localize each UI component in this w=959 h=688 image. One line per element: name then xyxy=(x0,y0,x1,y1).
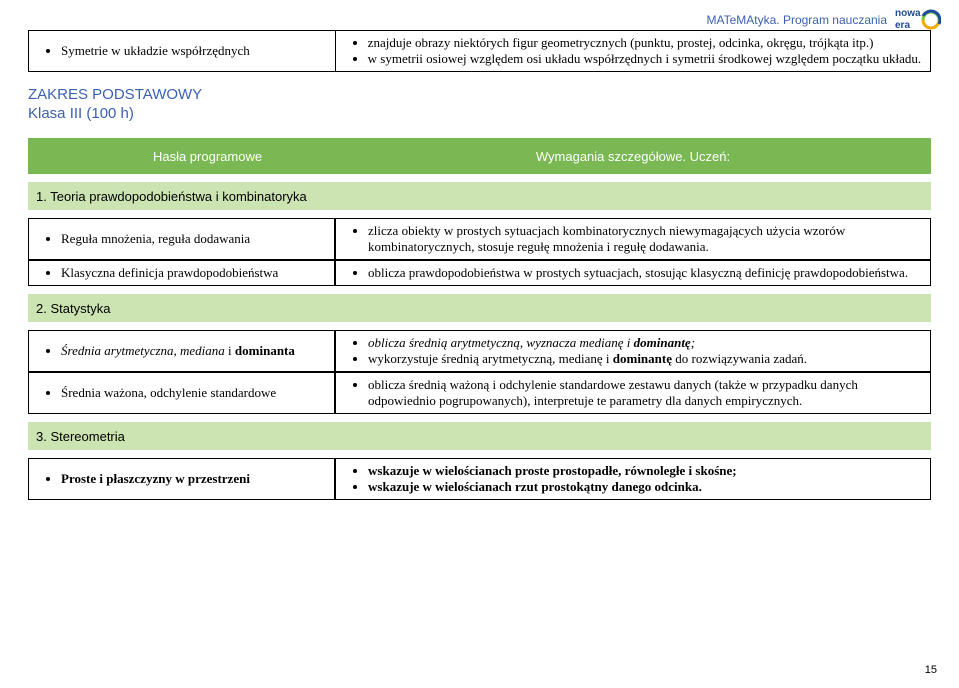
s1-row1-right: zlicza obiekty w prostych sytuacjach kom… xyxy=(335,218,931,260)
s3-row1-right: wskazuje w wielościanach proste prostopa… xyxy=(335,458,931,500)
intro-right-bullet-2: w symetrii osiowej względem osi układu w… xyxy=(368,51,922,67)
s1-row2-left: Klasyczna definicja prawdopodobieństwa xyxy=(28,260,335,286)
col-header-left: Hasła programowe xyxy=(28,138,335,174)
header-brand: MATeMAtyka. Program nauczania nowa era xyxy=(706,6,941,34)
s1-row1-right-bullet: zlicza obiekty w prostych sytuacjach kom… xyxy=(368,223,922,255)
logo-text-bottom: era xyxy=(895,20,910,31)
section-1-title: 1. Teoria prawdopodobieństwa i kombinato… xyxy=(28,182,931,210)
intro-left-bullet: Symetrie w układzie współrzędnych xyxy=(61,43,327,59)
header-row: Hasła programowe Wymagania szczegółowe. … xyxy=(28,138,931,174)
section-title: ZAKRES PODSTAWOWY xyxy=(28,86,931,103)
s2-row1-right-bullet-a: oblicza średnią arytmetyczną, wyznacza m… xyxy=(368,335,922,351)
intro-right-bullet-1: znajduje obrazy niektórych figur geometr… xyxy=(368,35,922,51)
s2-row2-right: oblicza średnią ważoną i odchylenie stan… xyxy=(335,372,931,414)
s2-row1-left-join: i xyxy=(225,343,235,358)
s1-row2-right: oblicza prawdopodobieństwa w prostych sy… xyxy=(335,260,931,286)
main-table: Hasła programowe Wymagania szczegółowe. … xyxy=(28,138,931,500)
s3-row1-right-bullet-b: wskazuje w wielościanach rzut prostokątn… xyxy=(368,479,922,495)
s3-row1-right-bullet-a: wskazuje w wielościanach proste prostopa… xyxy=(368,463,922,479)
intro-left-cell: Symetrie w układzie współrzędnych xyxy=(29,31,336,72)
s2-row2-right-bullet: oblicza średnią ważoną i odchylenie stan… xyxy=(368,377,922,409)
s1-row1-left-bullet: Reguła mnożenia, reguła dodawania xyxy=(61,231,326,247)
section-3-title: 3. Stereometria xyxy=(28,422,931,450)
s2r1b-pre: wykorzystuje średnią arytmetyczną, media… xyxy=(368,351,613,366)
s1-row2-left-bullet: Klasyczna definicja prawdopodobieństwa xyxy=(61,265,326,281)
brand-logo: nowa era xyxy=(893,6,941,34)
product-name: MATeMAtyka. Program nauczania xyxy=(706,13,887,27)
s3-row1-left-bullet: Proste i płaszczyzny w przestrzeni xyxy=(61,471,326,487)
s2-row1-right-bullet-b: wykorzystuje średnią arytmetyczną, media… xyxy=(368,351,922,367)
s3-row1-left: Proste i płaszczyzny w przestrzeni xyxy=(28,458,335,500)
page-number: 15 xyxy=(925,664,937,676)
intro-table: Symetrie w układzie współrzędnych znajdu… xyxy=(28,30,931,72)
s2-row1-left-bullet: Średnia arytmetyczna, mediana i dominant… xyxy=(61,343,326,359)
s2r1b-bold: dominantę xyxy=(613,351,672,366)
s1-row2-right-bullet: oblicza prawdopodobieństwa w prostych sy… xyxy=(368,265,922,281)
s2r1b-post: do rozwiązywania zadań. xyxy=(672,351,807,366)
s1-row1-left: Reguła mnożenia, reguła dodawania xyxy=(28,218,335,260)
s2r1a-bold: dominantę xyxy=(634,335,691,350)
logo-text-top: nowa xyxy=(895,8,921,19)
s2-row1-left-ital: Średnia arytmetyczna, mediana xyxy=(61,343,225,358)
s2-row1-left: Średnia arytmetyczna, mediana i dominant… xyxy=(28,330,335,372)
s2-row2-left-bullet: Średnia ważona, odchylenie standardowe xyxy=(61,385,326,401)
s2r1a-pre: oblicza średnią arytmetyczną, wyznacza m… xyxy=(368,335,634,350)
section-2-title: 2. Statystyka xyxy=(28,294,931,322)
s2-row2-left: Średnia ważona, odchylenie standardowe xyxy=(28,372,335,414)
section-subtitle: Klasa III (100 h) xyxy=(28,105,931,122)
col-header-right: Wymagania szczegółowe. Uczeń: xyxy=(335,138,931,174)
s2r1a-post: ; xyxy=(691,335,695,350)
intro-right-cell: znajduje obrazy niektórych figur geometr… xyxy=(335,31,930,72)
s2-row1-right: oblicza średnią arytmetyczną, wyznacza m… xyxy=(335,330,931,372)
s2-row1-left-bold: dominanta xyxy=(235,343,295,358)
